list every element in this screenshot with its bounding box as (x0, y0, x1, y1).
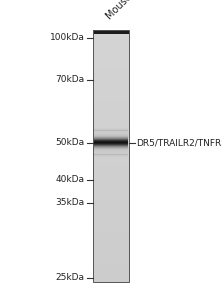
Text: 50kDa: 50kDa (55, 138, 84, 147)
Text: 25kDa: 25kDa (55, 273, 84, 282)
Text: Mouse heart: Mouse heart (104, 0, 154, 21)
Text: 35kDa: 35kDa (55, 198, 84, 207)
Text: DR5/TRAILR2/TNFRSF10B: DR5/TRAILR2/TNFRSF10B (137, 138, 222, 147)
Text: 70kDa: 70kDa (55, 75, 84, 84)
Text: 40kDa: 40kDa (55, 176, 84, 184)
Bar (93, 30, 129, 282)
Text: 100kDa: 100kDa (50, 33, 84, 42)
